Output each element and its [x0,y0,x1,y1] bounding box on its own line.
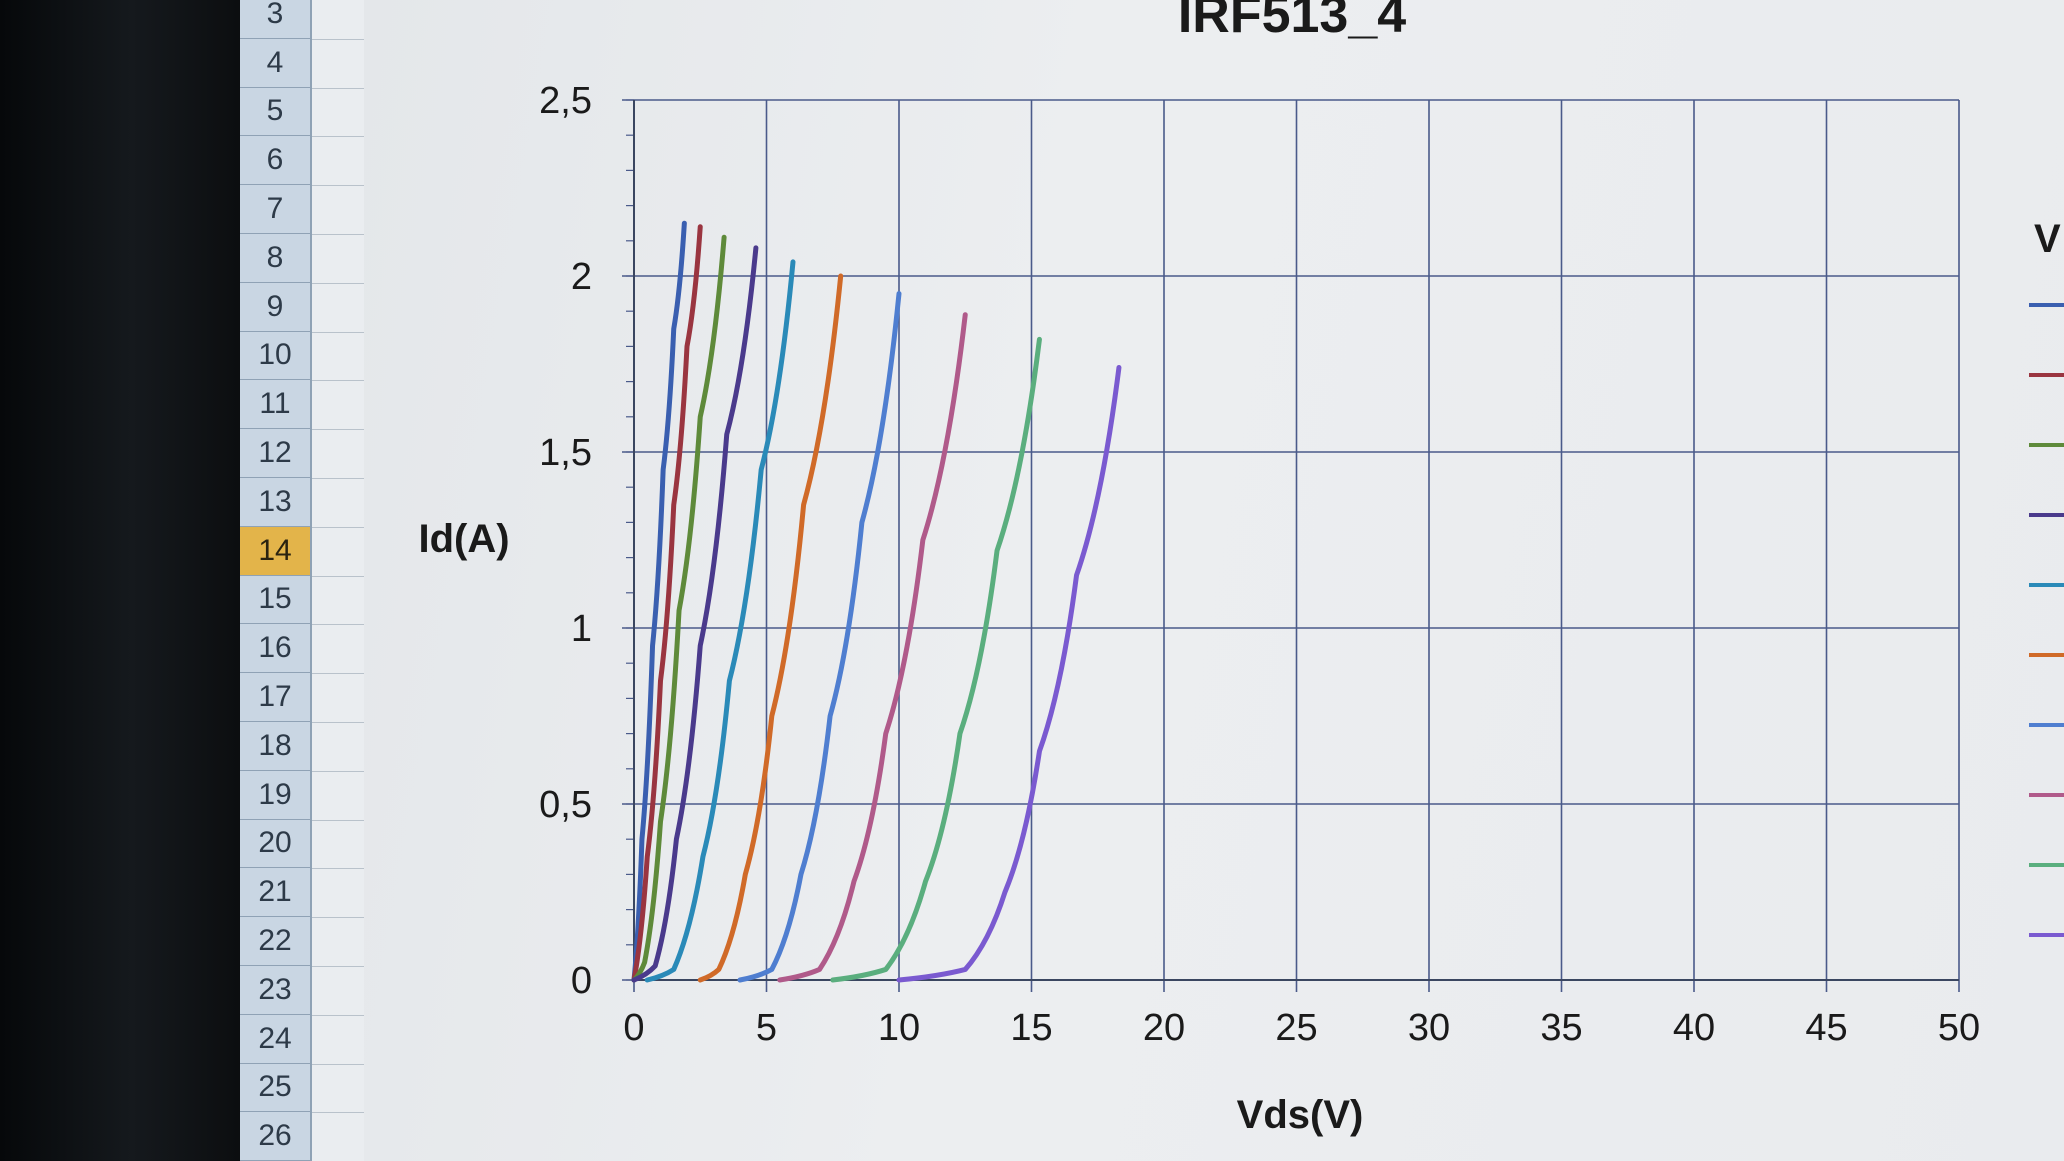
row-header-19[interactable]: 19 [240,771,310,820]
row-header-14[interactable]: 14 [240,526,310,576]
row-header-6[interactable]: 6 [240,136,310,186]
gutter-line [312,429,364,431]
gutter-line [312,868,364,870]
series-line-8 [777,312,968,983]
gutter-line [312,380,364,382]
series-line-7 [737,291,902,983]
x-tick-label: 35 [1540,1007,1582,1049]
row-header-9[interactable]: 9 [240,283,310,332]
y-tick-label: 0 [571,960,592,1002]
row-header-16[interactable]: 16 [240,624,310,674]
chart-series-group [631,220,1122,983]
gutter-line [312,234,364,235]
gutter-line [312,478,364,479]
gutter-line [312,38,364,40]
gutter-line [312,1014,364,1016]
gutter-line [312,185,364,187]
y-tick-label: 2,5 [539,80,592,122]
row-header-23[interactable]: 23 [240,966,310,1015]
gutter-line [312,1112,364,1114]
gutter-line [312,624,364,626]
y-tick-label: 1 [571,608,592,650]
y-tick-label: 1,5 [539,432,592,474]
series-line-4 [631,245,759,983]
row-header-12[interactable]: 12 [240,429,310,478]
chart-ticks: 0 5 10 15 20 25 30 35 40 45 50 0 0,5 1 1,5 2 2,5 [539,80,1980,1049]
row-header-22[interactable]: 22 [240,917,310,966]
row-header-3[interactable]: 3 [240,0,310,39]
series-line-10 [896,365,1122,983]
gutter-line [312,526,364,528]
row-header-25[interactable]: 25 [240,1064,310,1113]
gutter-line [312,136,364,138]
legend-title: V [2034,217,2061,261]
row-header-26[interactable]: 26 [240,1112,310,1161]
x-tick-label: 5 [756,1007,777,1049]
x-tick-label: 25 [1275,1007,1317,1049]
gutter-line [312,819,364,821]
row-header-4[interactable]: 4 [240,39,310,88]
chart-title: IRF513_4 [1178,0,1406,44]
gutter-line [312,1063,364,1065]
row-header-8[interactable]: 8 [240,234,310,283]
chart-legend[interactable] [2029,303,2064,937]
gutter-line [312,282,364,284]
x-tick-label: 40 [1673,1007,1715,1049]
series-line-1 [631,220,687,983]
series-line-2 [631,224,703,983]
x-tick-label: 50 [1938,1007,1980,1049]
gutter-line [312,917,364,919]
x-tick-label: 20 [1143,1007,1185,1049]
gutter-line [312,966,364,967]
y-tick-label: 2 [571,256,592,298]
chart[interactable]: 0 5 10 15 20 25 30 35 40 45 50 0 0,5 1 1,5 2 2,5 IRF513_… [364,0,2064,1161]
gutter-line [312,770,364,772]
gutter-line [312,673,364,675]
gutter-line [312,331,364,333]
x-tick-label: 0 [623,1007,644,1049]
gutter-line [312,87,364,89]
row-header-17[interactable]: 17 [240,673,310,722]
x-tick-label: 30 [1408,1007,1450,1049]
row-header-5[interactable]: 5 [240,88,310,137]
row-header-24[interactable]: 24 [240,1015,310,1064]
row-header-7[interactable]: 7 [240,185,310,234]
x-tick-label: 45 [1805,1007,1847,1049]
x-tick-label: 10 [878,1007,920,1049]
spreadsheet-cell-gutter [312,0,364,1161]
series-line-5 [644,259,796,983]
series-line-6 [697,273,844,983]
row-header-20[interactable]: 20 [240,820,310,869]
chart-grid [622,99,1960,992]
monitor-bezel [0,0,240,1161]
row-header-15[interactable]: 15 [240,576,310,625]
y-tick-label: 0,5 [539,784,592,826]
series-line-9 [830,336,1042,983]
x-tick-label: 15 [1010,1007,1052,1049]
row-header-10[interactable]: 10 [240,332,310,381]
row-header-11[interactable]: 11 [240,380,310,430]
gutter-line [312,722,364,723]
gutter-line [312,575,364,577]
row-header-13[interactable]: 13 [240,478,310,527]
y-axis-title: Id(A) [418,517,509,561]
row-header-18[interactable]: 18 [240,722,310,771]
spreadsheet-row-headers: 3 4 5 6 7 8 9 10 11 12 13 14 15 16 17 18 19 20 21 22 23 24 25 2… [240,0,312,1161]
series-line-3 [631,234,727,983]
row-header-21[interactable]: 21 [240,868,310,918]
chart-area[interactable]: 0 5 10 15 20 25 30 35 40 45 50 0 0,5 1 1,5 2 2,5 IRF513_… [364,0,2064,1161]
x-axis-title: Vds(V) [1237,1093,1364,1137]
